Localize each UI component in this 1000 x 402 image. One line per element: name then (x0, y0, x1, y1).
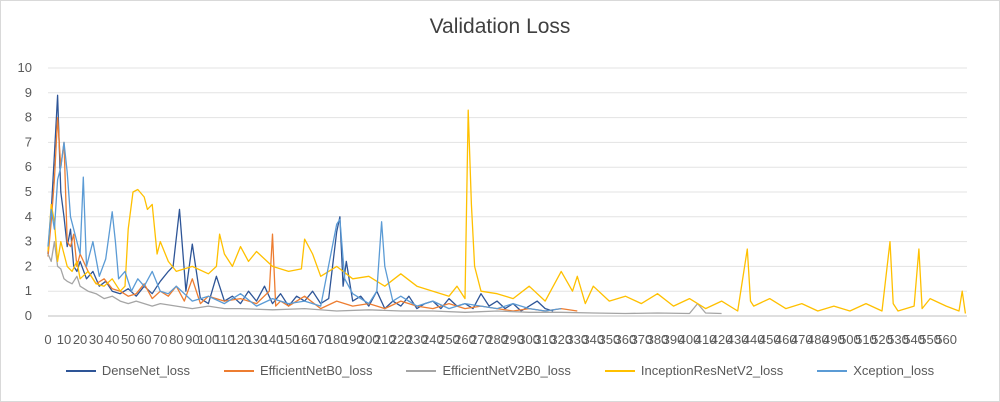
y-tick-label: 1 (25, 283, 32, 298)
legend-item: InceptionResNetV2_loss (605, 363, 783, 378)
x-tick-label: 10 (57, 332, 71, 347)
y-tick-label: 6 (25, 159, 32, 174)
series-line-EfficientNetB0_loss (48, 118, 577, 311)
legend-swatch (817, 370, 847, 372)
y-tick-label: 8 (25, 110, 32, 125)
x-tick-label: 60 (137, 332, 151, 347)
y-tick-label: 4 (25, 209, 32, 224)
y-tick-label: 0 (25, 308, 32, 323)
legend-swatch (66, 370, 96, 372)
legend-item: EfficientNetB0_loss (224, 363, 373, 378)
legend-label: EfficientNetV2B0_loss (442, 363, 570, 378)
x-tick-label: 30 (89, 332, 103, 347)
y-tick-label: 3 (25, 234, 32, 249)
legend-item: DenseNet_loss (66, 363, 190, 378)
legend-swatch (224, 370, 254, 372)
legend-label: DenseNet_loss (102, 363, 190, 378)
legend-swatch (406, 370, 436, 372)
legend-swatch (605, 370, 635, 372)
y-tick-label: 5 (25, 184, 32, 199)
legend-label: EfficientNetB0_loss (260, 363, 373, 378)
y-tick-label: 2 (25, 258, 32, 273)
x-tick-label: 40 (105, 332, 119, 347)
y-tick-label: 10 (18, 60, 32, 75)
x-tick-label: 0 (44, 332, 51, 347)
chart-legend: DenseNet_loss EfficientNetB0_loss Efficien… (1, 363, 999, 378)
x-tick-label: 70 (153, 332, 167, 347)
x-tick-label: 560 (935, 332, 957, 347)
legend-item: Xception_loss (817, 363, 934, 378)
legend-label: Xception_loss (853, 363, 934, 378)
legend-item: EfficientNetV2B0_loss (406, 363, 570, 378)
x-tick-label: 50 (121, 332, 135, 347)
x-tick-label: 20 (73, 332, 87, 347)
y-tick-label: 7 (25, 134, 32, 149)
legend-label: InceptionResNetV2_loss (641, 363, 783, 378)
x-tick-label: 80 (169, 332, 183, 347)
y-tick-label: 9 (25, 85, 32, 100)
